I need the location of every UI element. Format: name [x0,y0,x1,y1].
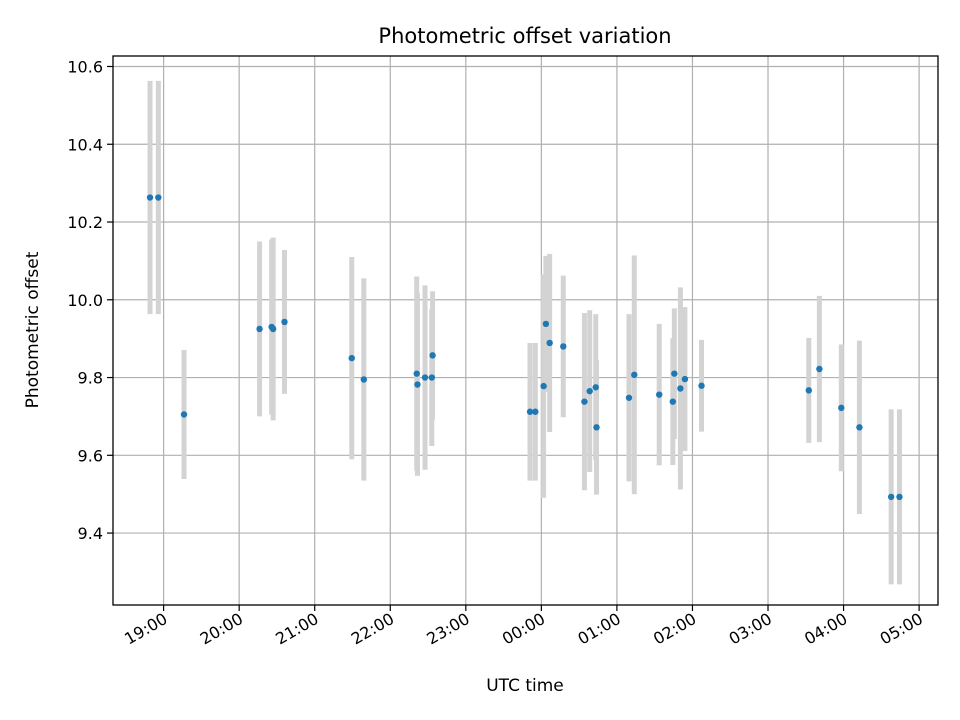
y-tick-label: 10.0 [67,291,103,310]
data-point [592,384,599,391]
data-point [348,354,355,362]
data-point [526,408,534,415]
data-point [669,398,677,405]
y-axis-ticks: 9.4 9.6 9.8 10.0 10.2 10.4 10.6 [67,57,113,543]
data-point [581,398,588,405]
data-point [887,493,895,501]
data-point [421,374,429,381]
data-point [256,325,263,333]
data-point [625,394,633,401]
data-point [269,325,277,333]
x-axis-label: UTC time [486,676,564,696]
data-point [656,391,663,398]
data-points [146,194,903,501]
data-point [155,194,162,201]
y-tick-label: 10.6 [67,57,103,76]
data-point [532,408,539,415]
data-point [540,382,547,390]
data-point [428,374,436,381]
y-tick-label: 10.4 [67,135,103,154]
data-point [414,381,421,388]
data-point [593,424,600,431]
data-point [542,320,550,328]
data-point [413,370,420,377]
data-point [429,352,436,359]
data-point [856,424,863,431]
chart-title: Photometric offset variation [378,24,671,48]
data-point [546,339,553,347]
data-point [631,371,638,379]
y-tick-label: 9.8 [78,369,103,388]
data-point [360,376,368,383]
data-point [816,365,823,373]
data-point [838,404,845,412]
data-point [805,387,813,394]
data-point [586,387,593,395]
data-point [146,194,154,201]
y-tick-label: 9.6 [78,446,103,465]
y-tick-label: 10.2 [67,213,103,232]
data-point [896,493,903,501]
y-tick-label: 9.4 [78,524,103,543]
data-point [180,411,188,418]
data-point [560,343,567,350]
data-point [671,370,678,377]
data-point [281,318,288,326]
plot-area-frame [112,55,939,606]
data-point [681,375,689,383]
data-point [698,382,705,389]
y-axis-label: Photometric offset [23,251,43,408]
data-point [677,385,684,392]
grid-lines [113,56,938,605]
